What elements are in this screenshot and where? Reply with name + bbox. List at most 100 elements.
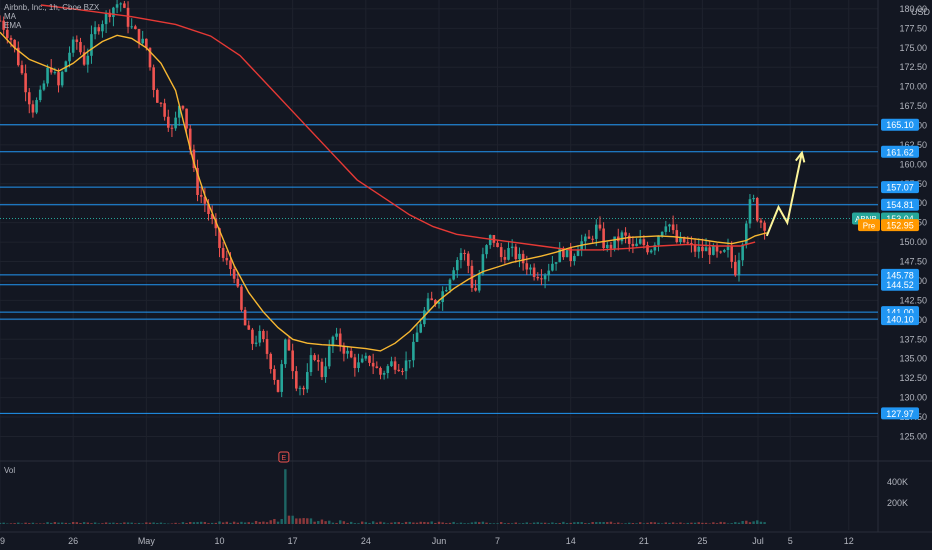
volume-bar	[470, 522, 474, 524]
volume-bar	[68, 523, 71, 524]
volume-bar	[562, 521, 565, 524]
volume-bar	[53, 522, 57, 524]
price-tick-label: 132.50	[899, 373, 927, 383]
candle-body	[401, 370, 404, 372]
time-tick-label: 19	[0, 536, 5, 546]
volume-bar	[704, 522, 708, 524]
candle-body	[335, 333, 338, 337]
volume-bar	[554, 523, 558, 524]
candle-body	[53, 72, 57, 74]
volume-bar	[306, 518, 309, 524]
candle-body	[697, 246, 701, 252]
volume-bar	[130, 522, 133, 524]
volume-bar	[265, 522, 269, 524]
candle-body	[210, 214, 214, 220]
volume-bar	[701, 522, 704, 524]
ma-legend[interactable]: MA	[4, 12, 16, 21]
candle-body	[166, 116, 170, 128]
volume-bar	[134, 523, 137, 524]
level-label: 141.00	[886, 308, 914, 318]
pre-tag-bg	[858, 219, 880, 232]
candle-body	[507, 248, 510, 260]
volume-bar	[196, 522, 199, 524]
candle-body	[75, 39, 79, 42]
volume-bar	[452, 521, 455, 524]
candle-body	[108, 12, 112, 17]
volume-bar	[726, 523, 730, 524]
volume-bar	[342, 521, 346, 524]
earnings-marker-label: E	[282, 455, 287, 462]
candle-body	[459, 252, 463, 261]
volume-bar	[690, 522, 693, 524]
volume-bar	[752, 521, 755, 524]
volume-bar	[569, 522, 572, 524]
time-tick-label: 12	[844, 536, 854, 546]
candle-body	[657, 236, 660, 245]
candle-body	[668, 224, 671, 227]
volume-bar	[339, 520, 342, 524]
volume-bar	[675, 523, 678, 524]
volume-bar	[379, 521, 382, 524]
candle-body	[130, 26, 133, 28]
candle-body	[397, 369, 401, 371]
volume-bar	[357, 523, 360, 524]
volume-bar	[441, 522, 444, 524]
volume-bar	[71, 521, 75, 524]
volume-bar	[2, 522, 5, 524]
volume-bar	[210, 522, 214, 524]
volume-bar	[13, 523, 16, 524]
volume-bar	[324, 521, 327, 524]
time-tick-label: 25	[697, 536, 707, 546]
currency-label[interactable]: USD	[910, 7, 930, 17]
candle-body	[576, 249, 580, 256]
volume-bar	[247, 522, 250, 524]
candle-body	[463, 252, 466, 254]
ema-legend[interactable]: EMA	[4, 21, 22, 30]
volume-bar	[613, 523, 616, 524]
volume-bar	[262, 521, 265, 524]
candle-body	[492, 235, 496, 243]
price-tick-label: 167.50	[899, 101, 927, 111]
volume-bar	[401, 523, 404, 524]
candle-body	[137, 29, 141, 44]
candle-body	[393, 361, 397, 370]
volume-bar	[35, 523, 38, 524]
volume-bar	[397, 522, 400, 524]
volume-bar	[617, 522, 620, 524]
volume-bar	[276, 521, 280, 524]
candle-body	[258, 330, 262, 343]
volume-bar	[576, 522, 580, 524]
volume-bar	[624, 523, 627, 524]
volume-bar	[591, 522, 594, 524]
candle-body	[437, 302, 441, 304]
candle-body	[35, 100, 38, 113]
candle-body	[404, 360, 408, 372]
volume-tick-label: 200K	[887, 498, 908, 508]
candle-body	[243, 309, 247, 326]
volume-bar	[467, 523, 470, 524]
volume-bar	[39, 523, 42, 524]
volume-bar	[331, 522, 335, 524]
candle-body	[521, 253, 525, 264]
candle-body	[262, 330, 265, 340]
candle-body	[46, 67, 49, 84]
time-tick-label: 10	[214, 536, 224, 546]
candle-body	[379, 367, 382, 375]
candle-body	[13, 39, 16, 48]
candle-body	[543, 275, 547, 280]
candle-body	[309, 355, 313, 373]
volume-bar	[712, 522, 715, 524]
volume-bar	[635, 523, 638, 524]
candle-body	[16, 47, 20, 66]
volume-bar	[302, 518, 305, 524]
candle-body	[218, 228, 221, 249]
price-tick-label: 130.00	[899, 393, 927, 403]
volume-bar	[31, 522, 35, 524]
time-tick-label: May	[138, 536, 156, 546]
candle-body	[126, 7, 130, 27]
volume-bar	[547, 523, 550, 524]
volume-bar	[525, 522, 528, 524]
volume-bar	[646, 522, 649, 524]
